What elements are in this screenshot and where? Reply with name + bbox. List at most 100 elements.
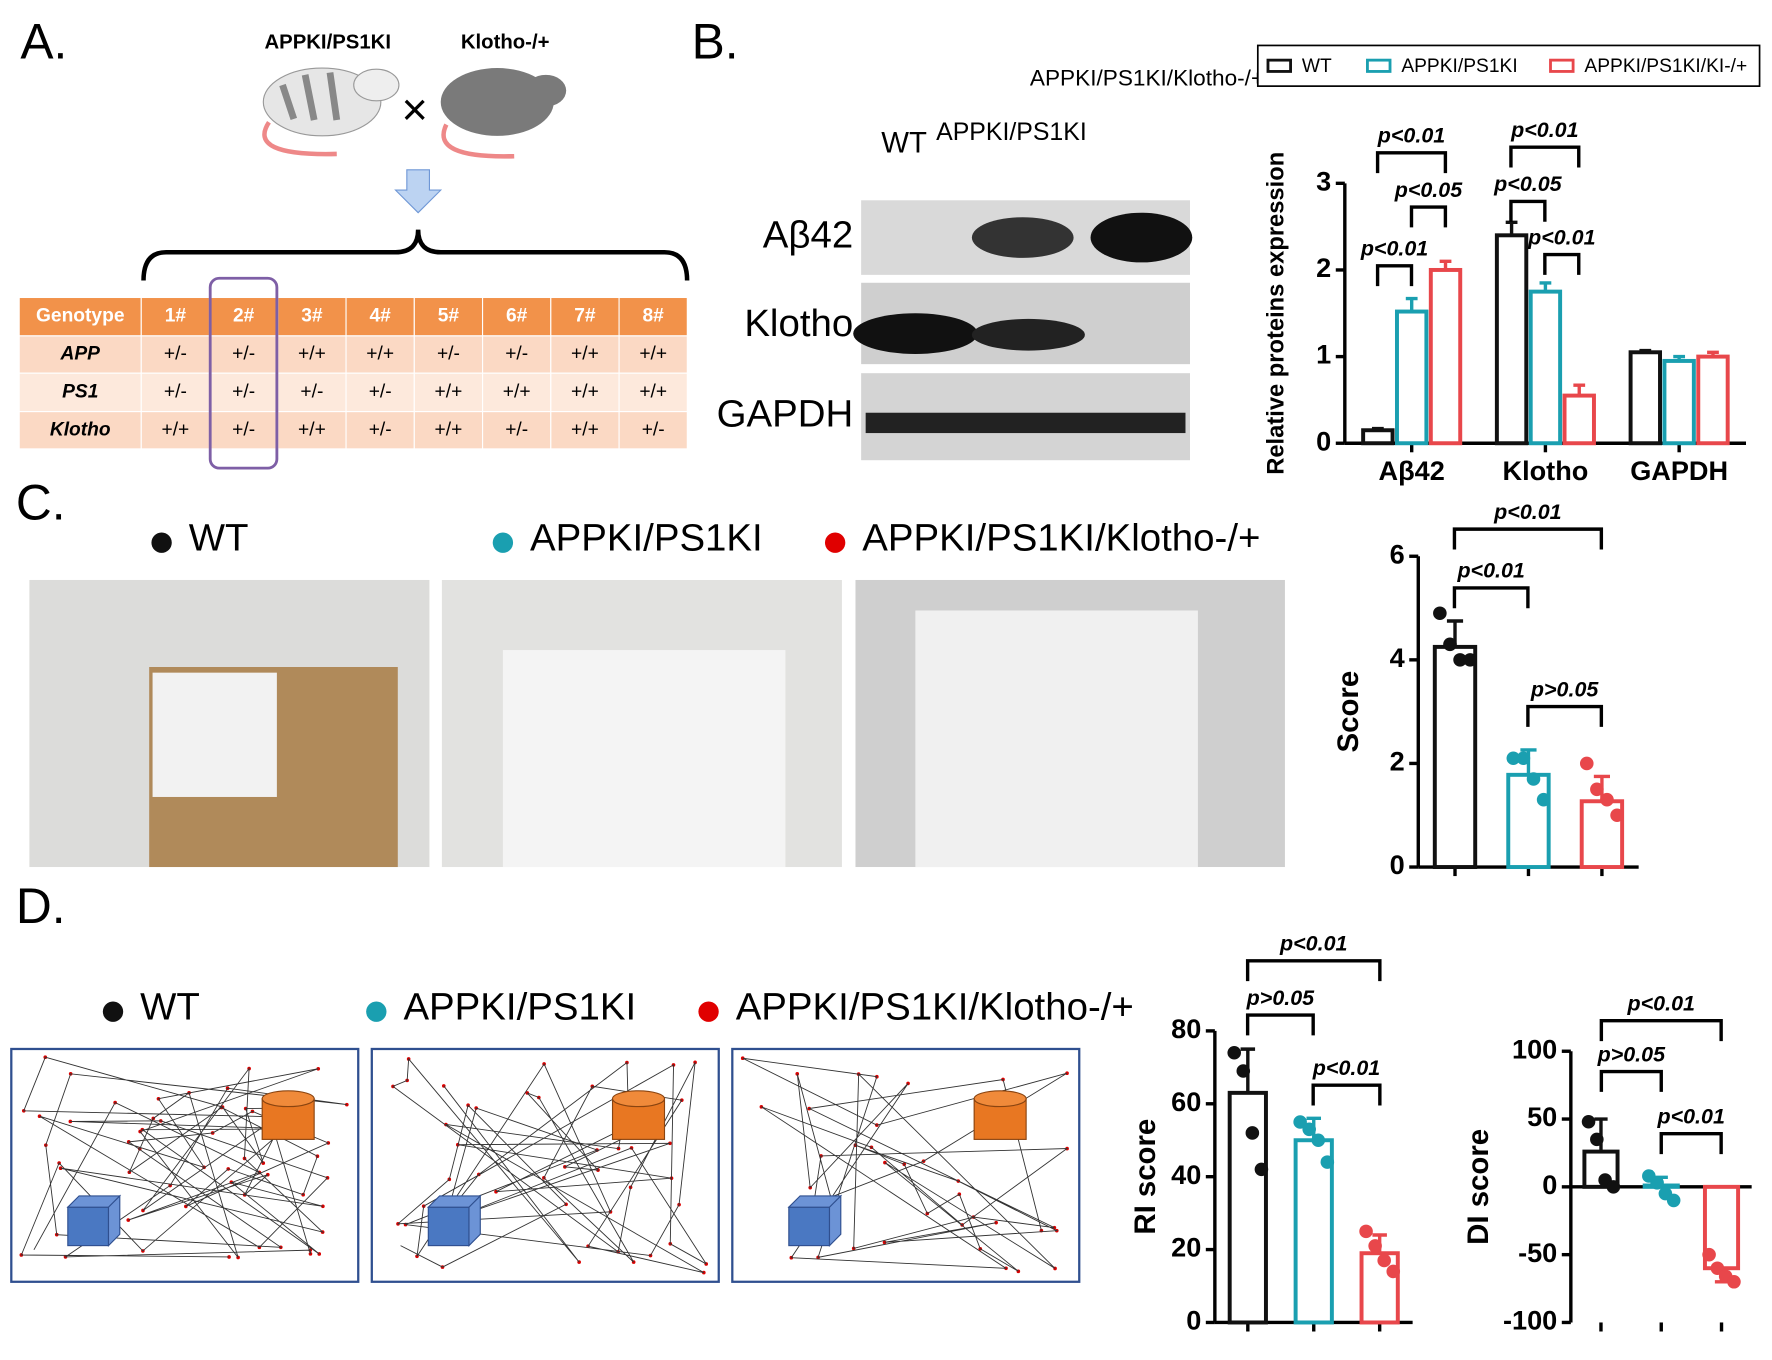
header-text: 1#	[165, 306, 187, 327]
legend-label: APPKI/PS1KI/KI-/+	[1584, 56, 1747, 77]
data-point	[1526, 772, 1541, 786]
p-value: p<0.01	[1656, 1105, 1724, 1129]
data-point	[1368, 1239, 1382, 1253]
p-value: p<0.05	[1394, 178, 1463, 202]
error-bar	[1505, 220, 1518, 236]
object-cylinder-top	[261, 1090, 315, 1108]
y-axis-label: Score	[1332, 671, 1365, 753]
y-tick-label: 0	[1316, 425, 1331, 456]
cell-text: +/-	[232, 419, 255, 440]
significance-bracket	[1245, 1013, 1315, 1036]
x-tick-label: GAPDH	[1630, 455, 1728, 486]
p-value: p>0.05	[1246, 986, 1315, 1010]
header-cell	[550, 296, 620, 337]
group-label: APPKI/PS1KI	[403, 986, 636, 1029]
cell	[618, 372, 688, 413]
header-text: 8#	[643, 306, 665, 327]
bar	[1293, 1138, 1334, 1325]
cell	[481, 411, 552, 450]
p-value: p<0.01	[1510, 118, 1578, 142]
data-point	[1453, 653, 1467, 667]
data-point	[1666, 1193, 1681, 1208]
significance-bracket	[1245, 959, 1382, 982]
error-bar	[1673, 354, 1686, 361]
data-point	[1433, 606, 1447, 621]
cell-text: +/-	[164, 381, 187, 402]
y-tick-label: 0	[1542, 1169, 1557, 1200]
cell-text: APP	[59, 344, 100, 365]
lane-label: APPKI/PS1KI/Klotho-/+	[1030, 65, 1264, 90]
data-point	[1610, 808, 1624, 823]
cell	[345, 372, 415, 413]
group-label: WT	[140, 986, 200, 1029]
cell	[277, 372, 347, 413]
data-point	[1590, 782, 1604, 797]
cell-text: PS1	[62, 381, 98, 402]
cell-text: +/-	[232, 344, 255, 365]
y-tick-label: -100	[1503, 1305, 1557, 1336]
significance-bracket	[1526, 704, 1604, 727]
legend-dot	[824, 532, 846, 553]
mouse-icon	[262, 67, 400, 157]
legend-box	[1256, 44, 1761, 87]
object-cube	[67, 1206, 110, 1247]
brace	[141, 229, 690, 281]
track-point	[882, 1240, 887, 1245]
p-value: p<0.01	[1456, 559, 1524, 583]
track-plot	[10, 1047, 1081, 1283]
cell-text: +/-	[642, 419, 665, 440]
legend-dot	[366, 1001, 387, 1022]
band-label: GAPDH	[717, 392, 854, 435]
cell-text: Klotho	[50, 419, 111, 440]
object-cube	[427, 1206, 470, 1247]
cell-text: +/-	[505, 419, 528, 440]
cell	[618, 335, 688, 374]
significance-bracket	[1509, 145, 1581, 168]
cell	[481, 372, 552, 413]
data-point	[1463, 653, 1477, 667]
error-bar	[1371, 426, 1384, 431]
bar	[1361, 428, 1395, 446]
legend-label: WT	[1302, 56, 1332, 77]
cell-text: +/-	[164, 344, 187, 365]
group-label: APPKI/PS1KI/Klotho-/+	[862, 517, 1260, 560]
y-tick-label: 2	[1316, 252, 1331, 283]
header-text: 5#	[438, 306, 460, 327]
legend-dot	[492, 532, 514, 553]
bar	[1394, 309, 1429, 446]
significance-bracket	[1311, 1083, 1382, 1106]
bar	[1227, 1090, 1268, 1325]
data-point	[1650, 1176, 1664, 1190]
cell-text: +/+	[366, 344, 394, 365]
object-cube-top	[66, 1194, 122, 1247]
data-point	[1236, 1064, 1251, 1078]
data-point	[1302, 1122, 1316, 1137]
data-point	[1600, 792, 1614, 807]
data-point	[1227, 1045, 1242, 1060]
data-point	[1727, 1274, 1741, 1289]
panel-label: B.	[692, 14, 739, 70]
band-label: Klotho	[744, 302, 853, 345]
cell	[413, 411, 484, 450]
cell	[18, 411, 142, 450]
cell	[550, 335, 620, 374]
mouse-icon	[440, 68, 567, 159]
y-tick-label: 3	[1316, 165, 1331, 196]
cell-text: +/+	[435, 381, 463, 402]
significance-bracket	[1599, 1019, 1723, 1042]
data-point	[1581, 1114, 1596, 1129]
photo	[29, 579, 1285, 868]
cell	[208, 335, 279, 374]
cell	[481, 335, 552, 374]
cell-text: +/-	[437, 344, 460, 365]
legend-dot	[698, 1001, 719, 1022]
y-axis-label: RI score	[1129, 1119, 1162, 1235]
cell-text: +/-	[232, 381, 255, 402]
significance-bracket	[1375, 264, 1414, 287]
y-tick-label: 20	[1171, 1232, 1201, 1263]
group-label: APPKI/PS1KI/Klotho-/+	[736, 986, 1134, 1029]
y-tick-label: -50	[1518, 1237, 1557, 1268]
bar	[1696, 354, 1730, 446]
object-cylinder-top	[611, 1090, 666, 1108]
data-point	[1536, 792, 1551, 807]
